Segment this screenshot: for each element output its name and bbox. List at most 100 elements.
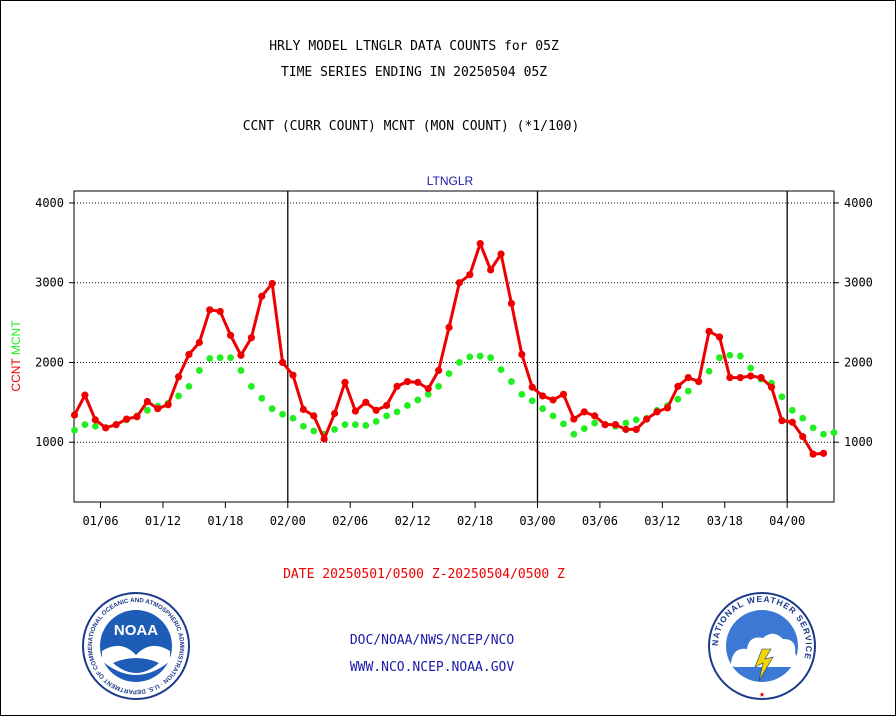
data-point [799, 414, 807, 422]
data-point [539, 392, 547, 400]
data-point [539, 405, 547, 413]
x-tick-label: 01/12 [145, 514, 181, 528]
data-point [112, 421, 120, 429]
data-point [809, 450, 817, 458]
axis-ticks: 1000 1000 2000 2000 3000 3000 4000 4000 01/06 01/… [35, 196, 873, 528]
x-tick-label: 01/06 [82, 514, 118, 528]
x-tick-label: 04/00 [769, 514, 805, 528]
data-point [185, 382, 193, 390]
data-point [747, 364, 755, 372]
data-point [435, 366, 443, 375]
data-point [383, 412, 391, 420]
y-tick-label: 4000 [35, 196, 64, 210]
data-point [174, 373, 183, 381]
data-point [268, 279, 276, 288]
data-point [403, 377, 412, 386]
data-point [674, 395, 682, 403]
data-point [445, 370, 453, 378]
data-point [247, 334, 255, 342]
data-point [560, 420, 567, 428]
data-point [185, 350, 193, 359]
data-point [362, 422, 370, 429]
nws-logo-icon: NATIONAL WEATHER SERVICE ★ [708, 592, 816, 700]
x-tick-label: 02/00 [270, 514, 306, 528]
grid [74, 202, 834, 443]
data-point [351, 407, 359, 415]
y-axis-label-part: MCNT [9, 320, 23, 359]
data-point [549, 396, 557, 404]
series-line [73, 242, 824, 456]
y-tick-label: 3000 [844, 276, 873, 290]
data-point [591, 412, 599, 420]
data-point [528, 383, 536, 391]
org-link[interactable]: DOC/NOAA/NWS/NCEP/NCO [349, 633, 515, 648]
data-point [705, 327, 713, 335]
data-point [726, 351, 734, 359]
data-point [237, 367, 245, 374]
noaa-logo-icon: NATIONAL OCEANIC AND ATMOSPHERIC ADMINIS… [81, 591, 190, 700]
data-point [133, 413, 141, 421]
data-point [820, 430, 827, 438]
data-point [310, 427, 318, 435]
data-point [330, 409, 339, 418]
data-point [424, 385, 432, 393]
data-point [455, 279, 464, 287]
y-tick-label: 2000 [35, 355, 64, 369]
data-point [736, 352, 744, 360]
data-point [757, 374, 765, 382]
data-point [819, 449, 828, 457]
chart-series-description: CCNT (CURR COUNT) MCNT (MON COUNT) (*1/1… [242, 119, 580, 134]
data-point [716, 354, 723, 362]
data-point [372, 418, 380, 425]
data-point [809, 424, 817, 432]
data-point [788, 406, 796, 414]
data-point [216, 354, 224, 362]
y-tick-label: 4000 [844, 196, 873, 210]
y-tick-label: 3000 [35, 276, 64, 290]
data-point [362, 398, 370, 406]
data-point [622, 419, 630, 427]
data-point [70, 411, 79, 419]
data-point [518, 350, 526, 359]
data-point [414, 378, 422, 386]
data-point [507, 299, 516, 308]
data-point [310, 412, 318, 420]
data-point [91, 416, 99, 424]
y-tick-label: 1000 [35, 435, 64, 449]
data-point [102, 424, 110, 432]
data-point [195, 338, 203, 347]
chart-subtitle: TIME SERIES ENDING IN 20250504 05Z [280, 65, 548, 80]
y-axis-label-part: CCNT [9, 358, 23, 392]
data-point [778, 393, 786, 401]
x-tick-label: 03/18 [707, 514, 743, 528]
website-link[interactable]: WWW.NCO.NCEP.NOAA.GOV [349, 660, 515, 675]
series-ccnt [70, 240, 828, 458]
panel-title: LTNGLR [427, 174, 474, 188]
data-point [279, 410, 286, 418]
data-point [778, 417, 786, 425]
data-point [143, 397, 151, 406]
data-point [237, 351, 245, 359]
data-point [611, 421, 620, 429]
data-point [278, 358, 287, 367]
data-point [289, 371, 297, 379]
data-point [341, 421, 349, 429]
data-point [601, 421, 609, 429]
data-point [143, 406, 151, 414]
data-point [726, 374, 734, 382]
data-point [383, 401, 391, 410]
data-point [767, 383, 776, 391]
data-point [154, 405, 162, 413]
data-point [466, 353, 474, 361]
data-point [393, 408, 401, 416]
data-point [268, 405, 276, 413]
date-range: DATE 20250501/0500 Z-20250504/0500 Z [283, 567, 565, 582]
x-tick-label: 02/18 [457, 514, 493, 528]
data-point [497, 250, 505, 258]
data-point [289, 414, 297, 422]
data-point [487, 354, 495, 362]
y-axis-label: CCNT MCNT [9, 320, 23, 392]
data-point [528, 397, 536, 405]
data-point [570, 430, 578, 438]
data-point [71, 426, 78, 434]
